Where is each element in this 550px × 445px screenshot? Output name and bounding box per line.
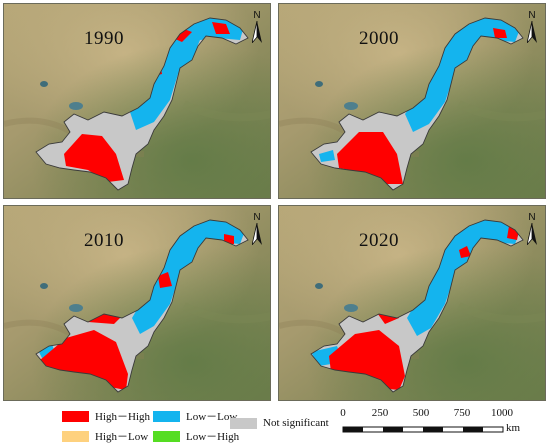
north-arrow: N bbox=[525, 10, 539, 43]
legend-label: Low－High bbox=[186, 431, 240, 443]
north-label: N bbox=[253, 10, 261, 21]
scale-bar: 0 250 500 750 1000 km bbox=[338, 407, 528, 439]
legend-label: Low－Low bbox=[186, 411, 238, 423]
north-label: N bbox=[528, 10, 536, 21]
legend-swatch bbox=[62, 430, 89, 442]
scale-unit: km bbox=[506, 422, 521, 434]
legend-label: Not significant bbox=[263, 417, 329, 429]
map-panel-2020: 2020 N bbox=[278, 205, 546, 401]
legend-item-high-high: High－High bbox=[62, 408, 150, 424]
legend-item-low-low: Low－Low bbox=[153, 408, 237, 424]
map-graphic bbox=[4, 4, 270, 198]
legend-label: High－Low bbox=[95, 431, 149, 443]
scale-tick-250: 250 bbox=[371, 407, 389, 419]
scale-tick-500: 500 bbox=[412, 407, 430, 419]
map-panel-1990: 1990 N bbox=[3, 3, 271, 199]
scale-tick-1000: 1000 bbox=[491, 407, 513, 419]
map-graphic bbox=[4, 206, 270, 400]
panel-year-label: 2020 bbox=[359, 230, 399, 251]
north-label: N bbox=[528, 212, 536, 223]
panel-year-label: 2010 bbox=[84, 230, 124, 251]
map-panel-2010: 2010 N bbox=[3, 205, 271, 401]
map-graphic bbox=[279, 206, 545, 400]
legend: High－High Low－Low Not significant High－L… bbox=[58, 408, 338, 444]
scale-tick-0: 0 bbox=[340, 407, 346, 419]
north-arrow-icon bbox=[527, 223, 537, 245]
panel-year-label: 2000 bbox=[359, 28, 399, 49]
legend-swatch bbox=[153, 410, 180, 422]
legend-item-not-significant: Not significant bbox=[230, 417, 329, 429]
panel-year-label: 1990 bbox=[84, 28, 124, 49]
legend-swatch bbox=[153, 430, 180, 442]
north-arrow-icon bbox=[252, 21, 262, 43]
north-label: N bbox=[253, 212, 261, 223]
north-arrow: N bbox=[250, 10, 264, 43]
scale-bar-graphic bbox=[342, 426, 504, 433]
map-graphic bbox=[279, 4, 545, 198]
map-panel-2000: 2000 N bbox=[278, 3, 546, 199]
north-arrow: N bbox=[250, 212, 264, 245]
north-arrow-icon bbox=[527, 21, 537, 43]
north-arrow: N bbox=[525, 212, 539, 245]
legend-item-low-high: Low－High bbox=[153, 428, 239, 444]
legend-swatch bbox=[230, 417, 257, 429]
north-arrow-icon bbox=[252, 223, 262, 245]
scale-tick-750: 750 bbox=[453, 407, 471, 419]
legend-swatch bbox=[62, 410, 89, 422]
legend-item-high-low: High－Low bbox=[62, 428, 148, 444]
legend-label: High－High bbox=[95, 411, 150, 423]
